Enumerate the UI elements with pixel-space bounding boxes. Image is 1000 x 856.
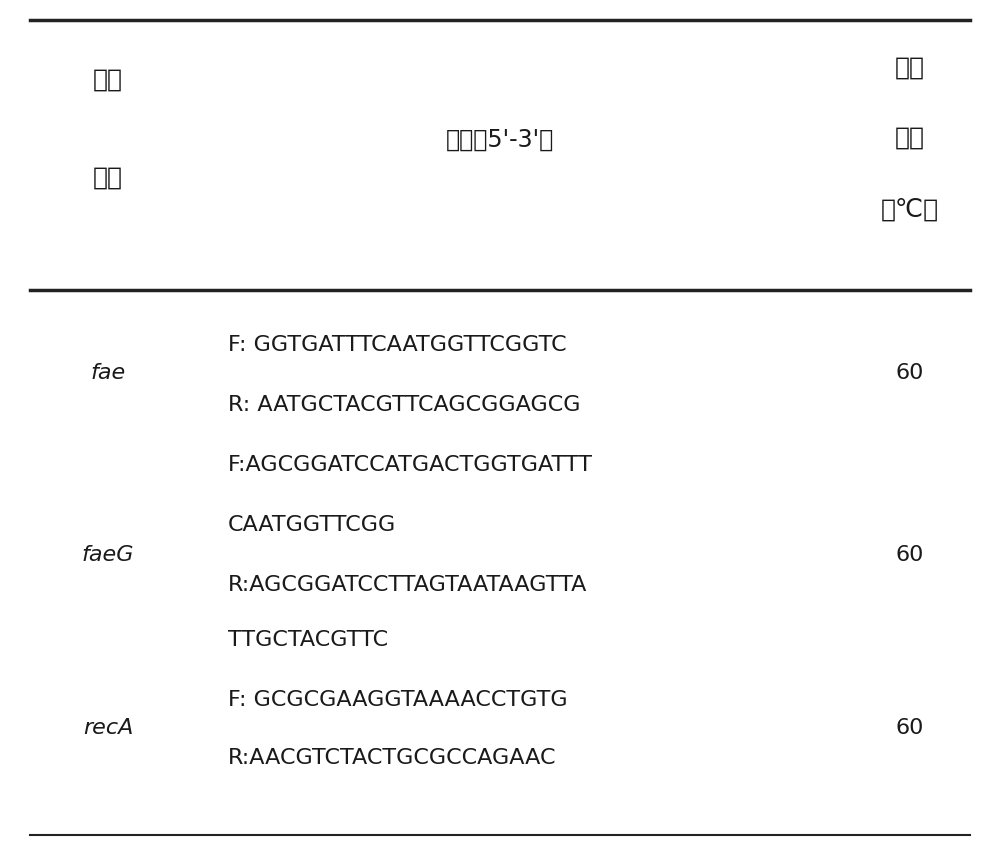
Text: faeG: faeG bbox=[82, 545, 134, 565]
Text: fae: fae bbox=[90, 363, 126, 383]
Text: recA: recA bbox=[83, 718, 133, 738]
Text: F: GCGCGAAGGTAAAACCTGTG: F: GCGCGAAGGTAAAACCTGTG bbox=[228, 690, 568, 710]
Text: 引物（5'-3'）: 引物（5'-3'） bbox=[446, 128, 554, 152]
Text: （℃）: （℃） bbox=[881, 198, 939, 222]
Text: R:AACGTCTACTGCGCCAGAAC: R:AACGTCTACTGCGCCAGAAC bbox=[228, 748, 556, 768]
Text: 退火: 退火 bbox=[895, 56, 925, 80]
Text: R: AATGCTACGTTCAGCGGAGCG: R: AATGCTACGTTCAGCGGAGCG bbox=[228, 395, 580, 415]
Text: R:AGCGGATCCTTAGTAATAAGTTA: R:AGCGGATCCTTAGTAATAAGTTA bbox=[228, 575, 587, 595]
Text: 60: 60 bbox=[896, 718, 924, 738]
Text: F:AGCGGATCCATGACTGGTGATTT: F:AGCGGATCCATGACTGGTGATTT bbox=[228, 455, 593, 475]
Text: 60: 60 bbox=[896, 363, 924, 383]
Text: TTGCTACGTTC: TTGCTACGTTC bbox=[228, 630, 388, 650]
Text: 温度: 温度 bbox=[895, 126, 925, 150]
Text: 菌属: 菌属 bbox=[93, 166, 123, 190]
Text: 目标: 目标 bbox=[93, 68, 123, 92]
Text: F: GGTGATTTCAATGGTTCGGTC: F: GGTGATTTCAATGGTTCGGTC bbox=[228, 335, 567, 355]
Text: CAATGGTTCGG: CAATGGTTCGG bbox=[228, 515, 396, 535]
Text: 60: 60 bbox=[896, 545, 924, 565]
